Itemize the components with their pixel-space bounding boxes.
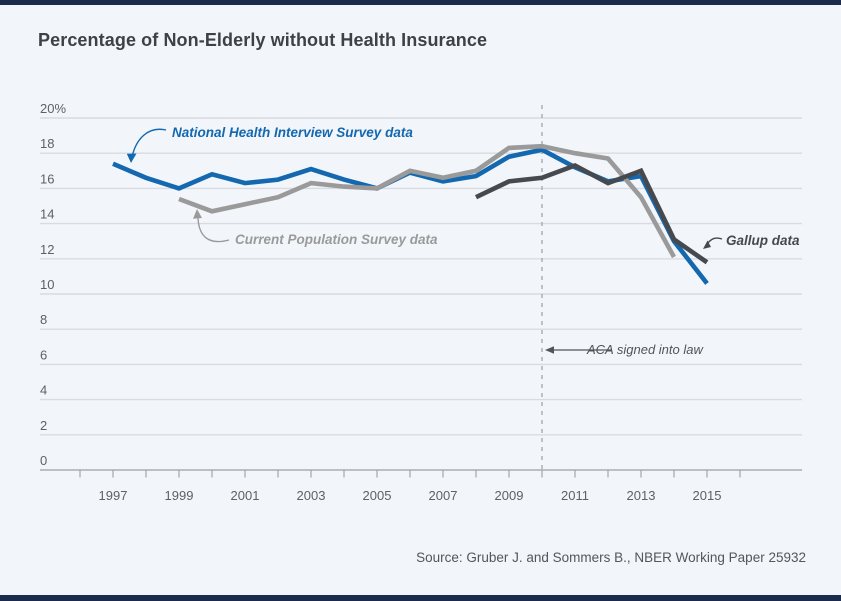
- y-tick-label: 2: [40, 418, 47, 433]
- x-tick-label: 2011: [561, 488, 589, 503]
- top-accent-bar: [0, 0, 841, 5]
- y-tick-label: 8: [40, 312, 47, 327]
- annotation-arrowhead-cps: [193, 209, 202, 219]
- y-tick-label: 0: [40, 453, 47, 468]
- x-tick-label: 1999: [165, 488, 194, 503]
- y-tick-label: 12: [40, 242, 54, 257]
- y-tick-label: 10: [40, 277, 54, 292]
- series-line-cps: [178, 143, 677, 259]
- x-tick-label: 2005: [363, 488, 392, 503]
- y-tick-label: 14: [40, 207, 54, 222]
- source-citation: Source: Gruber J. and Sommers B., NBER W…: [416, 550, 806, 565]
- x-tick-label: 2013: [627, 488, 656, 503]
- y-tick-label: 6: [40, 347, 47, 362]
- annotation-arrow-nhis: [131, 128, 167, 158]
- x-tick-label: 2015: [693, 488, 722, 503]
- y-tick-label: 18: [40, 136, 54, 151]
- x-tick-label: 2007: [429, 488, 458, 503]
- y-tick-label: 20%: [40, 101, 66, 116]
- y-tick-label: 16: [40, 171, 54, 186]
- bottom-accent-bar: [0, 595, 841, 601]
- aca-label: ACA signed into law: [586, 342, 704, 357]
- x-tick-label: 2003: [297, 488, 326, 503]
- x-tick-label: 1997: [99, 488, 128, 503]
- series-label-gallup: Gallup data: [726, 233, 800, 248]
- annotation-arrowhead-nhis: [126, 153, 137, 163]
- aca-arrowhead: [545, 346, 554, 354]
- x-tick-label: 2001: [231, 488, 260, 503]
- series-line-gallup: [475, 162, 709, 265]
- annotation-arrowhead-gallup: [703, 240, 711, 249]
- series-label-cps: Current Population Survey data: [235, 232, 438, 247]
- x-tick-label: 2009: [495, 488, 524, 503]
- y-tick-label: 4: [40, 383, 47, 398]
- chart-title: Percentage of Non-Elderly without Health…: [38, 30, 488, 50]
- annotation-arrow-cps: [197, 217, 230, 243]
- series-label-nhis: National Health Interview Survey data: [172, 125, 413, 140]
- annotation-arrow-gallup: [706, 237, 723, 245]
